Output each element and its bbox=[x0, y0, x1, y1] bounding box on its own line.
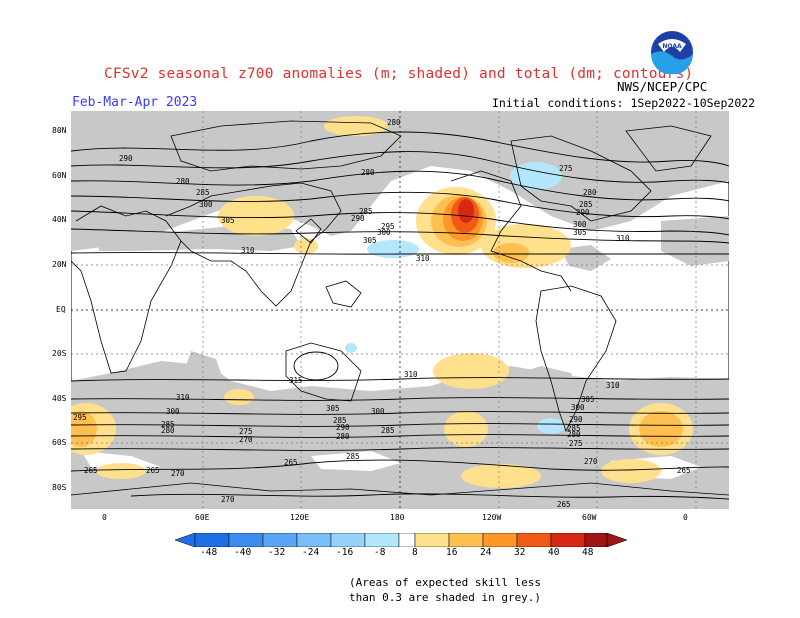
contour-label: 280 bbox=[176, 177, 190, 186]
contour-label: 280 bbox=[361, 168, 375, 177]
contour-label: 315 bbox=[289, 376, 303, 385]
contour-label: 275 bbox=[569, 439, 583, 448]
coastlines bbox=[71, 120, 729, 496]
contour-label: 285 bbox=[381, 426, 395, 435]
contour-label: 305 bbox=[363, 236, 377, 245]
contour-label: 285 bbox=[567, 424, 581, 433]
contour-label: 280 bbox=[567, 430, 581, 439]
contour-label: 270 bbox=[584, 457, 598, 466]
contour-label: 310 bbox=[241, 246, 255, 255]
contour-label: 310 bbox=[606, 381, 620, 390]
lat-label: 60N bbox=[52, 171, 67, 180]
contour-label: 275 bbox=[559, 164, 573, 173]
height-contours bbox=[71, 131, 729, 500]
contour-label: 300 bbox=[371, 407, 385, 416]
colorbar-tick: 40 bbox=[548, 547, 560, 558]
contour-label: 300 bbox=[377, 228, 391, 237]
contour-label: 310 bbox=[404, 370, 418, 379]
contour-label: 285 bbox=[346, 452, 360, 461]
colorbar-tick: 8 bbox=[412, 547, 418, 558]
contour-label: 280 bbox=[387, 118, 401, 127]
colorbar-tick: -16 bbox=[336, 547, 354, 558]
contour-label: 275 bbox=[239, 427, 253, 436]
colorbar-tick: 24 bbox=[480, 547, 492, 558]
skill-note-line2: than 0.3 are shaded in grey.) bbox=[349, 591, 542, 604]
positive-anomaly-shading bbox=[71, 116, 693, 488]
agency-label: NWS/NCEP/CPC bbox=[617, 79, 708, 94]
lon-label: 120E bbox=[290, 513, 310, 522]
colorbar-tick: 48 bbox=[582, 547, 594, 558]
skill-note-line1: (Areas of expected skill less bbox=[349, 576, 542, 589]
contour-label: 270 bbox=[221, 495, 235, 504]
contour-label: 265 bbox=[284, 458, 298, 467]
contour-label: 280 bbox=[161, 426, 175, 435]
contour-label: 295 bbox=[381, 222, 395, 231]
contour-label: 305 bbox=[581, 395, 595, 404]
contour-label: 290 bbox=[119, 154, 133, 163]
contour-label: 265 bbox=[677, 466, 691, 475]
contour-label: 300 bbox=[166, 407, 180, 416]
lon-label: 0 bbox=[683, 513, 688, 522]
contour-label: 305 bbox=[573, 228, 587, 237]
contour-label: 300 bbox=[571, 403, 585, 412]
colorbar bbox=[175, 533, 627, 547]
lon-label: 180 bbox=[390, 513, 405, 522]
lat-label: 20N bbox=[52, 260, 67, 269]
contour-label: 265 bbox=[84, 466, 98, 475]
lon-label: 0 bbox=[102, 513, 107, 522]
lat-label: 80N bbox=[52, 126, 67, 135]
contour-label: 285 bbox=[579, 200, 593, 209]
colorbar-tick: -40 bbox=[234, 547, 252, 558]
gridlines bbox=[71, 111, 729, 509]
colorbar-tick: -24 bbox=[302, 547, 320, 558]
lat-label: 40N bbox=[52, 215, 67, 224]
contour-label: 290 bbox=[576, 208, 590, 217]
negative-anomaly-shading bbox=[345, 162, 565, 434]
contour-label: 305 bbox=[221, 216, 235, 225]
lat-label: 20S bbox=[52, 349, 67, 358]
forecast-period: Feb-Mar-Apr 2023 bbox=[72, 95, 198, 110]
contour-label: 265 bbox=[146, 466, 160, 475]
contour-label: 305 bbox=[326, 404, 340, 413]
contour-label: 310 bbox=[616, 234, 630, 243]
contour-label: 285 bbox=[359, 207, 373, 216]
contour-label: 270 bbox=[239, 435, 253, 444]
contour-label: 270 bbox=[171, 469, 185, 478]
colorbar-tick: 16 bbox=[446, 547, 458, 558]
contour-label: 290 bbox=[569, 415, 583, 424]
lat-label: 40S bbox=[52, 394, 67, 403]
colorbar-tick: -32 bbox=[268, 547, 286, 558]
colorbar-tick: 32 bbox=[514, 547, 526, 558]
contour-label: 300 bbox=[573, 220, 587, 229]
lat-label: EQ bbox=[56, 305, 66, 314]
contour-label: 290 bbox=[351, 214, 365, 223]
contour-label: 280 bbox=[336, 432, 350, 441]
contour-label: 285 bbox=[161, 420, 175, 429]
contour-label: 265 bbox=[557, 500, 571, 509]
lat-label: 80S bbox=[52, 483, 67, 492]
contour-label: 290 bbox=[336, 423, 350, 432]
noaa-logo: NOAA bbox=[651, 31, 693, 74]
contour-label: 310 bbox=[416, 254, 430, 263]
contour-label: 295 bbox=[73, 413, 87, 422]
contour-label: 280 bbox=[583, 188, 597, 197]
colorbar-tick: -8 bbox=[374, 547, 386, 558]
lon-label: 60W bbox=[582, 513, 597, 522]
lon-label: 120W bbox=[482, 513, 502, 522]
chart-title: CFSv2 seasonal z700 anomalies (m; shaded… bbox=[104, 66, 694, 82]
colorbar-tick: -48 bbox=[200, 547, 218, 558]
initial-conditions: Initial conditions: 1Sep2022-10Sep2022 bbox=[492, 96, 756, 110]
contour-label: 310 bbox=[176, 393, 190, 402]
lon-label: 60E bbox=[195, 513, 210, 522]
contour-label: 300 bbox=[199, 200, 213, 209]
lat-label: 60S bbox=[52, 438, 67, 447]
contour-label: 285 bbox=[333, 416, 347, 425]
anomaly-map: 280 290 280 285 300 305 310 280 285 290 … bbox=[71, 111, 729, 509]
logo-text: NOAA bbox=[662, 43, 682, 50]
